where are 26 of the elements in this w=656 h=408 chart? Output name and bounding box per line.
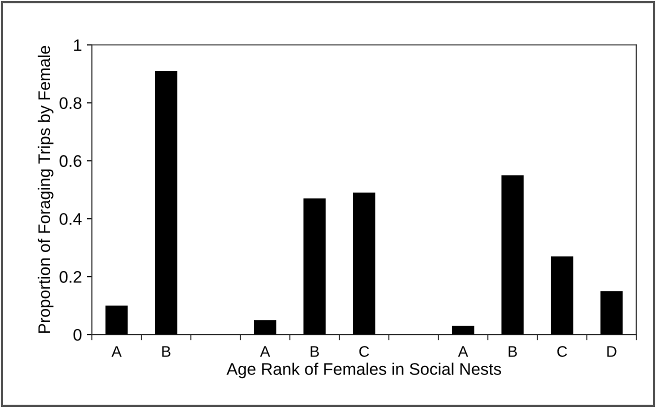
x-tick-label: A [112, 346, 122, 357]
bar [352, 192, 376, 335]
bar [550, 256, 574, 335]
bar [154, 70, 178, 335]
x-tick-label: C [557, 346, 568, 357]
bar [105, 306, 128, 335]
y-tick-label: 0 [74, 328, 82, 341]
x-tick-label: B [162, 346, 170, 357]
x-tick-label: D [607, 346, 616, 357]
y-tick-label: 0.6 [60, 155, 82, 167]
bar [254, 320, 276, 335]
x-tick-label: B [310, 346, 319, 357]
y-tick-label: 0.4 [60, 213, 82, 225]
y-tick-label: 0.2 [60, 271, 82, 283]
bar [303, 198, 326, 335]
y-axis-title: Proportion of Foraging Trips by Female [38, 46, 54, 333]
bar [600, 291, 623, 335]
bar [501, 175, 524, 335]
x-tick-label: B [508, 346, 517, 357]
x-tick-label: C [359, 346, 370, 357]
x-axis-title: Age Rank of Females in Social Nests [226, 362, 502, 378]
y-tick-label: 0.8 [60, 97, 82, 110]
x-tick-label: A [260, 346, 270, 357]
bar [452, 326, 474, 335]
x-tick-label: A [458, 346, 468, 357]
y-tick-label: 1 [74, 39, 82, 51]
